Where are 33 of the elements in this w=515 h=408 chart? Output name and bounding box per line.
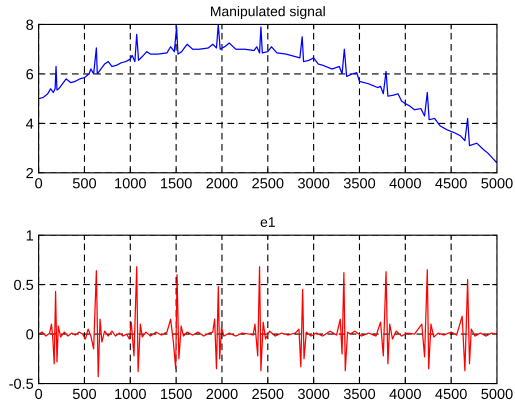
x-tick-label: 0 bbox=[35, 178, 42, 188]
x-tick-label: 1500 bbox=[161, 178, 192, 188]
x-tick-label: 2000 bbox=[206, 178, 238, 188]
x-tick-label: 0 bbox=[35, 388, 42, 400]
y-tick-label: 0 bbox=[26, 329, 34, 340]
y-tick-label: -0.5 bbox=[9, 378, 34, 389]
x-tick-label: 3500 bbox=[344, 388, 376, 400]
chart-title: e1 bbox=[260, 217, 275, 227]
y-tick-label: 1 bbox=[26, 230, 34, 240]
x-tick-label: 3000 bbox=[298, 388, 330, 400]
x-tick-label: 1000 bbox=[115, 178, 146, 188]
x-tick-label: 500 bbox=[72, 178, 96, 188]
x-tick-label: 2500 bbox=[252, 388, 284, 400]
x-tick-label: 1500 bbox=[161, 388, 192, 400]
x-tick-label: 1000 bbox=[115, 388, 146, 400]
x-tick-label: 4000 bbox=[389, 388, 421, 400]
y-tick-label: 4 bbox=[26, 118, 34, 129]
x-tick-label: 2000 bbox=[206, 388, 238, 400]
chart-title: Manipulated signal bbox=[211, 6, 325, 20]
x-tick-label: 2500 bbox=[252, 178, 284, 188]
y-tick-label: 2 bbox=[26, 168, 34, 178]
x-tick-label: 4500 bbox=[435, 388, 467, 400]
x-tick-label: 4000 bbox=[389, 178, 421, 188]
y-tick-label: 8 bbox=[26, 20, 34, 30]
x-tick-label: 500 bbox=[72, 388, 96, 400]
x-tick-label: 3000 bbox=[298, 178, 330, 188]
y-tick-label: 0.5 bbox=[14, 280, 34, 290]
y-tick-label: 6 bbox=[26, 69, 34, 80]
x-tick-label: 5000 bbox=[481, 388, 513, 400]
x-tick-label: 4500 bbox=[435, 178, 467, 188]
x-tick-label: 3500 bbox=[344, 178, 376, 188]
line-series bbox=[38, 266, 497, 378]
x-tick-label: 5000 bbox=[481, 178, 513, 188]
